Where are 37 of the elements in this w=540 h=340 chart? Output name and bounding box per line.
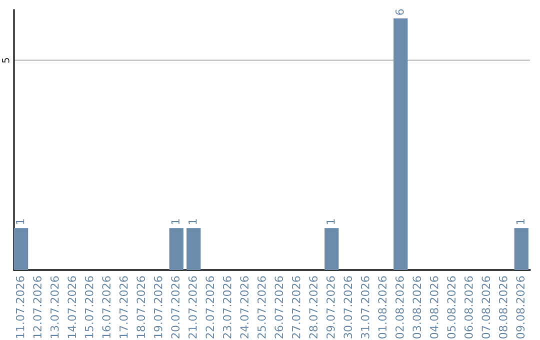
x-tick-label: 18.07.2026 [136, 276, 146, 338]
data-label: 1 [516, 219, 524, 224]
data-label: 6 [395, 9, 404, 15]
data-label: 1 [326, 219, 335, 224]
x-tick-label: 08.08.2026 [498, 276, 508, 338]
x-tick-label: 23.07.2026 [222, 276, 232, 338]
x-tick-label: 27.07.2026 [292, 276, 300, 338]
data-label: 1 [188, 219, 197, 224]
x-tick-label: 17.07.2026 [119, 276, 128, 338]
x-tick-label: 21.07.2026 [188, 276, 197, 338]
data-label: 1 [171, 219, 180, 224]
x-tick-label: 22.07.2026 [206, 276, 214, 338]
x-tick-label: 06.08.2026 [464, 276, 473, 338]
x-tick-label: 13.07.2026 [50, 276, 59, 338]
x-tick-label: 20.07.2026 [171, 276, 180, 338]
data-label: 1 [16, 219, 24, 224]
x-tick-label: 16.07.2026 [102, 276, 111, 338]
x-tick-label: 03.08.2026 [412, 276, 422, 338]
x-tick-label: 28.07.2026 [309, 276, 318, 338]
x-tick-label: 25.07.2026 [257, 276, 266, 338]
x-tick-label: 24.07.2026 [240, 276, 249, 338]
x-tick-label: 14.07.2026 [68, 276, 76, 338]
x-tick-label: 29.07.2026 [326, 276, 335, 338]
x-tick-label: 05.08.2026 [447, 276, 456, 338]
x-tick-label: 07.08.2026 [482, 276, 490, 338]
x-tick-label: 01.08.2026 [378, 276, 387, 338]
x-tick-label: 12.07.2026 [33, 276, 42, 338]
x-tick-label: 02.08.2026 [395, 276, 404, 338]
x-tick-label: 26.07.2026 [274, 276, 284, 338]
x-tick-label: 30.07.2026 [344, 276, 352, 338]
x-tick-label: 19.07.2026 [154, 276, 162, 338]
x-tick-label: 11.07.2026 [16, 276, 24, 338]
x-tick-label: 04.08.2026 [430, 276, 438, 338]
x-tick-label: 09.08.2026 [516, 276, 525, 338]
y-tick-label: 5 [2, 58, 10, 63]
x-tick-label: 15.07.2026 [84, 276, 94, 338]
x-tick-label: 31.07.2026 [360, 276, 370, 338]
